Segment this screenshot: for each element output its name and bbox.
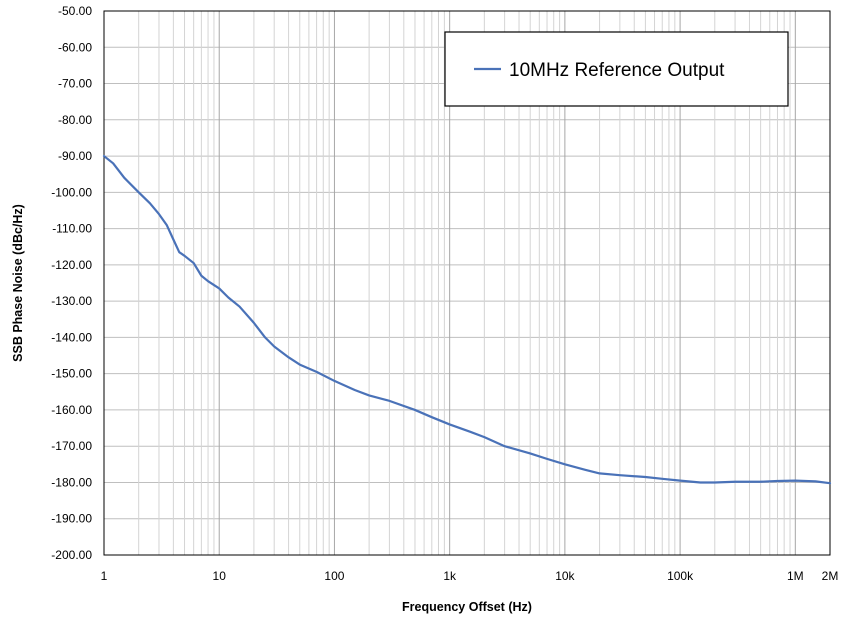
y-tick-label: -190.00 (51, 512, 92, 526)
y-tick-label: -50.00 (58, 4, 92, 18)
y-tick-label: -200.00 (51, 548, 92, 562)
x-tick-label: 1 (101, 569, 108, 583)
legend-entry-10mhz-reference-output: 10MHz Reference Output (509, 60, 725, 81)
y-tick-label: -80.00 (58, 113, 92, 127)
y-tick-label: -110.00 (52, 222, 92, 236)
x-axis-title: Frequency Offset (Hz) (402, 600, 532, 614)
y-tick-label: -160.00 (51, 403, 92, 417)
y-axis-tick-labels: -50.00 -60.00 -70.00 -80.00 -90.00 -100.00 -11… (51, 4, 92, 562)
y-tick-label: -180.00 (51, 475, 92, 489)
y-tick-label: -140.00 (51, 330, 92, 344)
legend: 10MHz Reference Output (444, 31, 789, 107)
x-tick-label: 100k (667, 569, 694, 583)
y-axis-title: SSB Phase Noise (dBc/Hz) (11, 204, 25, 362)
y-tick-label: -60.00 (58, 40, 92, 54)
y-tick-label: -90.00 (58, 149, 92, 163)
x-axis-tick-labels: 1 10 100 1k 10k 100k 1M 2M (101, 569, 839, 583)
series-line-10mhz-reference-output (102, 154, 832, 485)
x-tick-label: 2M (822, 569, 839, 583)
x-tick-label: 10 (213, 569, 227, 583)
y-tick-label: -170.00 (51, 439, 92, 453)
y-tick-label: -100.00 (51, 185, 92, 199)
x-tick-label: 100 (324, 569, 344, 583)
legend-box (444, 31, 789, 107)
y-tick-label: -70.00 (58, 77, 92, 91)
y-tick-label: -130.00 (51, 294, 92, 308)
plot-area-frame (103, 10, 831, 556)
x-tick-label: 1M (787, 569, 804, 583)
x-tick-label: 1k (443, 569, 457, 583)
x-tick-label: 10k (555, 569, 575, 583)
y-tick-label: -120.00 (51, 258, 92, 272)
y-tick-label: -150.00 (51, 367, 92, 381)
series-group (102, 154, 832, 485)
